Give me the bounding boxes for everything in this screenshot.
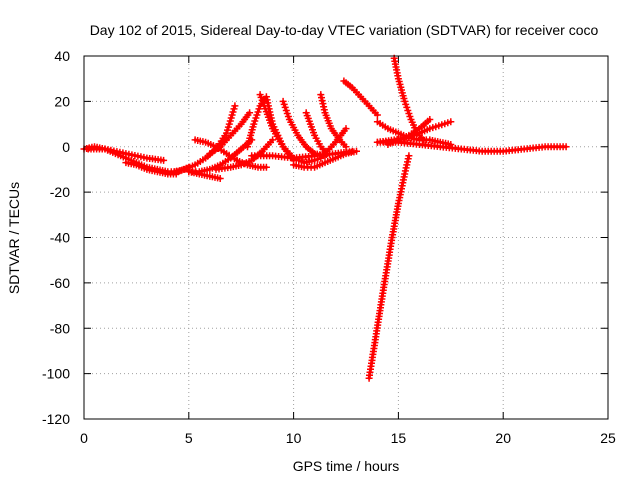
data-point xyxy=(269,136,277,144)
data-series xyxy=(233,156,270,171)
y-axis-label: SDTVAR / TECUs xyxy=(6,182,22,294)
data-series xyxy=(317,91,350,151)
data-point xyxy=(342,125,350,133)
data-point xyxy=(426,116,434,123)
data-series xyxy=(248,147,356,162)
y-tick-label: 20 xyxy=(54,93,70,109)
x-tick-label: 25 xyxy=(600,430,616,446)
data-series xyxy=(122,159,180,178)
data-point xyxy=(353,147,360,155)
data-point xyxy=(420,136,428,144)
x-tick-label: 15 xyxy=(391,430,407,446)
y-tick-label: -60 xyxy=(50,275,70,291)
data-point xyxy=(562,143,570,151)
data-series xyxy=(365,152,413,382)
y-tick-label: -100 xyxy=(42,366,70,382)
plot-frame xyxy=(83,55,609,420)
data-point xyxy=(373,111,381,119)
data-point xyxy=(246,109,254,117)
data-point xyxy=(229,108,237,116)
x-tick-label: 5 xyxy=(185,430,193,446)
x-axis-label: GPS time / hours xyxy=(293,458,400,474)
y-tick-label: 40 xyxy=(54,48,70,64)
data-series xyxy=(185,168,224,182)
data-point xyxy=(225,120,233,128)
grid-layer xyxy=(84,56,608,419)
x-tick-label: 20 xyxy=(495,430,511,446)
y-tick-label: -20 xyxy=(50,184,70,200)
y-tick-label: 0 xyxy=(62,139,70,155)
data-point xyxy=(262,163,270,171)
chart-title: Day 102 of 2015, Sidereal Day-to-day VTE… xyxy=(90,22,599,38)
data-point xyxy=(160,156,168,164)
data-point xyxy=(447,118,455,126)
x-tick-label: 0 xyxy=(80,430,88,446)
data-point xyxy=(281,103,289,111)
data-point xyxy=(254,108,262,116)
y-tick-label: -120 xyxy=(42,411,70,427)
data-point xyxy=(231,102,239,110)
data-series xyxy=(206,109,254,158)
data-point xyxy=(405,152,413,160)
tick-layer: 0 5 10 15 20 25 -120 -100 -80 -60 -40 -20 0 20 40 xyxy=(42,48,616,446)
data-series xyxy=(340,77,381,119)
series-layer xyxy=(80,54,570,382)
data-series xyxy=(290,147,360,171)
data-point xyxy=(216,175,224,182)
data-series xyxy=(373,138,570,155)
y-tick-label: -80 xyxy=(50,320,70,336)
data-point xyxy=(250,120,258,128)
y-tick-label: -40 xyxy=(50,230,70,246)
data-point xyxy=(403,103,411,111)
data-series xyxy=(84,145,168,164)
x-tick-label: 10 xyxy=(286,430,302,446)
